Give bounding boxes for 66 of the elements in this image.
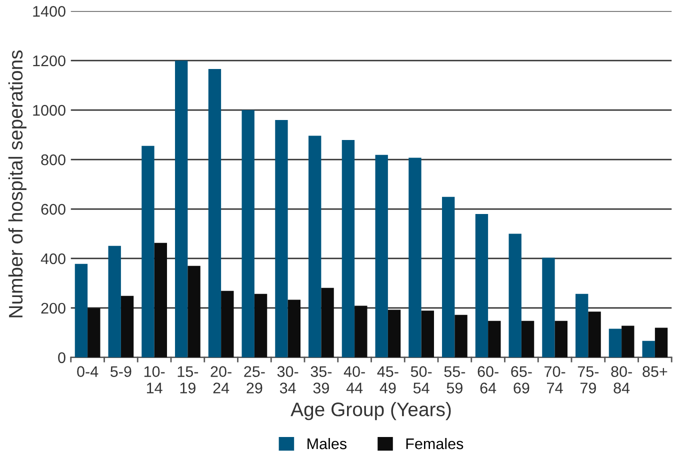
bar xyxy=(375,154,388,358)
bar xyxy=(475,214,488,358)
bar xyxy=(154,242,167,358)
bar xyxy=(208,69,222,358)
x-tick-label: 35- 39 xyxy=(310,366,332,394)
bar xyxy=(654,328,668,358)
bar xyxy=(488,320,501,358)
bar xyxy=(542,258,555,358)
bar xyxy=(408,158,422,358)
x-tick-label: 30- 34 xyxy=(277,366,298,394)
legend-label: Males xyxy=(308,438,347,450)
bar xyxy=(221,290,234,358)
x-tick-label: 75- 79 xyxy=(578,366,599,394)
bar xyxy=(354,306,368,358)
x-tick-label: 40- 44 xyxy=(344,366,365,394)
x-axis-title: Age Group (Years) xyxy=(290,402,451,420)
y-tick-label: 0 xyxy=(58,352,66,364)
y-tick-label: 1400 xyxy=(33,6,66,17)
x-tick-label: 55- 59 xyxy=(444,366,466,394)
legend-label: Females xyxy=(406,438,464,450)
bar xyxy=(308,136,322,358)
bar xyxy=(454,314,468,358)
x-tick-label: 65- 69 xyxy=(511,366,532,394)
x-tick-label: 20- 24 xyxy=(210,366,232,394)
y-tick-label: 1200 xyxy=(33,55,66,66)
x-tick-label: 80- 84 xyxy=(611,366,632,394)
x-tick-label: 60- 64 xyxy=(478,366,498,394)
y-axis-title: Number of hospital seperations xyxy=(8,50,26,318)
x-tick-label: 10- 14 xyxy=(144,366,165,394)
x-tick-label: 15- 19 xyxy=(178,366,198,394)
y-tick-label: 1000 xyxy=(33,104,66,116)
bar xyxy=(554,320,568,358)
bar xyxy=(88,308,100,358)
bar xyxy=(508,234,522,358)
x-tick-label: 45- 49 xyxy=(377,366,398,394)
x-tick-label: 70- 74 xyxy=(544,366,566,394)
y-tick-label: 600 xyxy=(41,204,66,215)
x-tick-label: 50- 54 xyxy=(410,366,432,394)
bar xyxy=(275,120,288,358)
x-tick-label: 0-4 xyxy=(77,366,98,377)
bar xyxy=(321,288,334,358)
bar xyxy=(74,264,88,358)
y-tick-label: 200 xyxy=(41,302,66,314)
bar xyxy=(442,196,455,358)
bar xyxy=(342,140,355,358)
bar xyxy=(188,266,200,358)
bar xyxy=(588,312,601,358)
bar xyxy=(108,246,121,358)
x-tick-label: 85+ xyxy=(642,366,668,377)
bar xyxy=(288,300,300,358)
bar xyxy=(521,320,534,358)
bar xyxy=(642,340,655,358)
bar xyxy=(576,294,588,358)
bar xyxy=(254,294,268,358)
bar xyxy=(120,296,134,358)
y-tick-label: 800 xyxy=(41,154,66,166)
bar xyxy=(622,326,634,358)
y-tick-label: 400 xyxy=(40,253,66,264)
x-tick-label: 5-9 xyxy=(110,366,132,377)
bar xyxy=(175,60,188,358)
bar xyxy=(242,110,254,358)
bar xyxy=(388,310,401,358)
bar xyxy=(608,328,622,358)
bar xyxy=(142,146,154,358)
bar xyxy=(421,310,434,358)
x-tick-label: 25- 29 xyxy=(244,366,265,394)
